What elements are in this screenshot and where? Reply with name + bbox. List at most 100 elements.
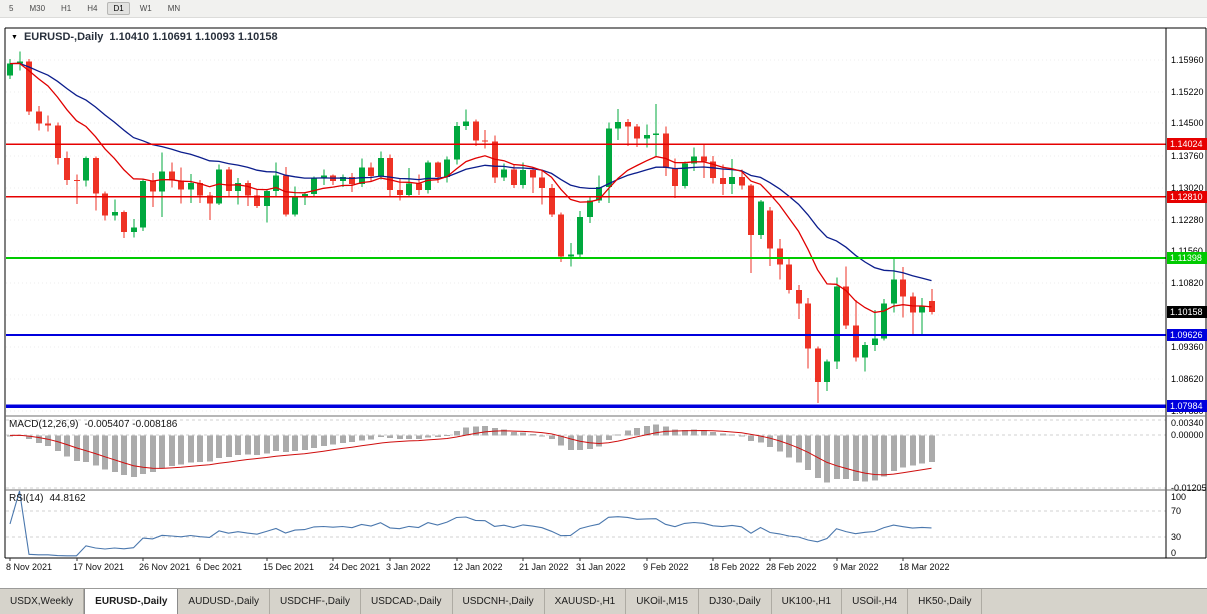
candle xyxy=(311,176,317,198)
price-level-label: 1.09626 xyxy=(1167,329,1207,341)
timeframe-w1[interactable]: W1 xyxy=(139,4,152,13)
candle xyxy=(910,292,916,336)
candle xyxy=(634,123,640,147)
tab-uk100-h1[interactable]: UK100-,H1 xyxy=(771,589,843,614)
candle xyxy=(815,346,821,403)
candle xyxy=(112,199,118,221)
date-axis-label: 17 Nov 2021 xyxy=(73,562,125,572)
tab-usdcnh-daily[interactable]: USDCNH-,Daily xyxy=(452,589,545,614)
timeframe-h4[interactable]: H4 xyxy=(87,4,98,13)
price-axis-tick: 1.13760 xyxy=(1171,151,1204,161)
date-axis-label: 21 Jan 2022 xyxy=(519,562,569,572)
tab-usoil-h4[interactable]: USOil-,H4 xyxy=(842,589,909,614)
tab-xauusd-h1[interactable]: XAUUSD-,H1 xyxy=(544,589,627,614)
timeframe-toolbar: 5 M30 H1 H4 D1 W1 MN xyxy=(0,0,1207,18)
candle xyxy=(416,174,422,196)
timeframe-m30[interactable]: M30 xyxy=(29,4,46,13)
candle xyxy=(919,297,925,335)
candle xyxy=(558,212,564,262)
ma-fast-line xyxy=(9,62,932,314)
chart-frame xyxy=(4,27,1207,561)
candle xyxy=(900,267,906,318)
candle xyxy=(891,258,897,313)
date-axis-label: 12 Jan 2022 xyxy=(453,562,503,572)
candle xyxy=(682,161,688,189)
timeframe-h1[interactable]: H1 xyxy=(61,4,72,13)
date-axis-label: 9 Mar 2022 xyxy=(833,562,879,572)
candle xyxy=(7,59,13,80)
candle xyxy=(17,51,23,71)
candle xyxy=(568,242,574,267)
date-axis-label: 6 Dec 2021 xyxy=(196,562,243,572)
candle xyxy=(150,172,156,207)
candle xyxy=(615,109,621,140)
price-level-label: 1.07984 xyxy=(1167,400,1207,412)
candle xyxy=(482,129,488,149)
candle xyxy=(834,277,840,370)
chart-dropdown-icon[interactable]: ▼ xyxy=(11,33,18,41)
date-axis-label: 26 Nov 2021 xyxy=(139,562,191,572)
candle xyxy=(796,284,802,319)
date-axis-label: 8 Nov 2021 xyxy=(6,562,53,572)
tab-dj30-daily[interactable]: DJ30-,Daily xyxy=(698,589,772,614)
price-axis-tick: 1.13020 xyxy=(1171,183,1204,193)
tab-usdchf-daily[interactable]: USDCHF-,Daily xyxy=(269,589,361,614)
candle xyxy=(74,174,80,205)
date-axis-label: 18 Mar 2022 xyxy=(899,562,950,572)
rsi-axis-tick: 70 xyxy=(1171,506,1182,516)
tab-hk50-daily[interactable]: HK50-,Daily xyxy=(908,589,983,614)
candle xyxy=(549,183,555,217)
candle xyxy=(378,151,384,180)
timeframe-d1[interactable]: D1 xyxy=(107,2,130,15)
candle xyxy=(216,164,222,206)
tab-usdcad-daily[interactable]: USDCAD-,Daily xyxy=(360,589,453,614)
candle xyxy=(36,106,42,131)
candle xyxy=(93,156,99,211)
candle xyxy=(121,210,127,239)
candlestick-series xyxy=(7,51,935,403)
timeframe-5[interactable]: 5 xyxy=(9,4,14,13)
candle xyxy=(254,189,260,209)
tab-usdx-weekly[interactable]: USDX,Weekly xyxy=(0,589,85,614)
candle xyxy=(302,192,308,206)
tab-eurusd-daily[interactable]: EURUSD-,Daily xyxy=(84,589,179,614)
timeframe-mn[interactable]: MN xyxy=(167,4,181,13)
candle xyxy=(159,152,165,217)
candle xyxy=(463,109,469,130)
rsi-axis-tick: 100 xyxy=(1171,492,1187,502)
candle xyxy=(739,169,745,190)
candle xyxy=(169,162,175,188)
candle xyxy=(758,199,764,239)
candle xyxy=(349,172,355,193)
ma-slow-line xyxy=(9,62,932,282)
tab-audusd-daily[interactable]: AUDUSD-,Daily xyxy=(178,589,270,614)
date-axis-label: 3 Jan 2022 xyxy=(386,562,431,572)
candle xyxy=(425,160,431,194)
date-axis-label: 28 Feb 2022 xyxy=(766,562,817,572)
candle xyxy=(881,298,887,341)
rsi-axis-tick: 0 xyxy=(1171,548,1177,558)
macd-axis-tick: 0.00000 xyxy=(1171,430,1204,440)
price-axis-tick: 1.15960 xyxy=(1171,55,1204,65)
price-level-label: 1.11398 xyxy=(1167,252,1207,264)
time-axis: 8 Nov 2021 17 Nov 2021 26 Nov 2021 6 Dec 20… xyxy=(0,558,1166,588)
candle xyxy=(245,180,251,206)
candle xyxy=(454,122,460,165)
date-axis-label: 9 Feb 2022 xyxy=(643,562,689,572)
candle xyxy=(131,218,137,238)
candle xyxy=(140,179,146,232)
candle xyxy=(539,171,545,205)
date-axis-label: 31 Jan 2022 xyxy=(576,562,626,572)
candle xyxy=(596,175,602,203)
price-axis-tick: 1.15220 xyxy=(1171,87,1204,97)
candle xyxy=(444,156,450,183)
chart-tabs: USDX,Weekly EURUSD-,Daily AUDUSD-,Daily USD… xyxy=(0,588,1207,614)
candle xyxy=(264,189,270,223)
candle xyxy=(387,154,393,198)
candle xyxy=(235,178,241,205)
candle xyxy=(729,159,735,195)
tab-ukoil-m15[interactable]: UKOil-,M15 xyxy=(626,589,699,614)
macd-axis-tick: 0.00340 xyxy=(1171,418,1204,428)
